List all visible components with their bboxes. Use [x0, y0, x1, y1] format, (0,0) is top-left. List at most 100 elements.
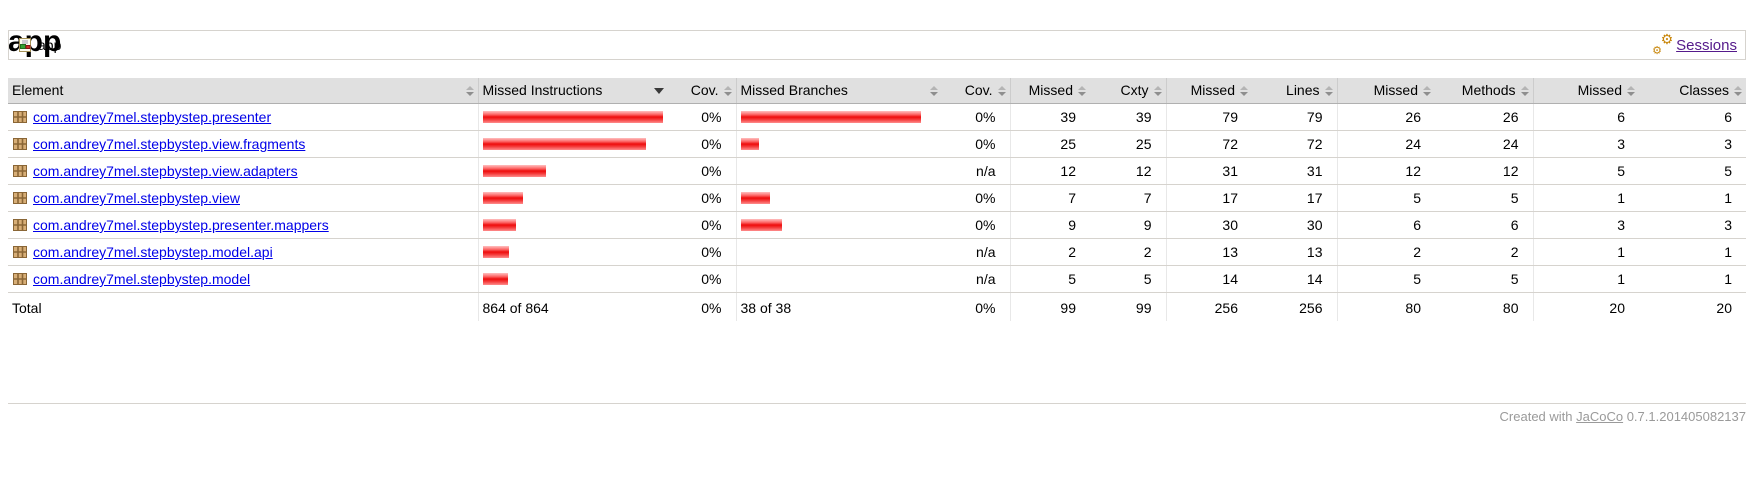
header-row: Element Missed Instructions Cov. Missed …: [8, 78, 1746, 104]
col-missed-cxty[interactable]: Missed: [1009, 78, 1090, 104]
missed-instructions-bar-cell: [477, 238, 668, 266]
missed-methods-cell: 26: [1336, 103, 1435, 131]
package-link[interactable]: com.andrey7mel.stepbystep.view.adapters: [33, 163, 298, 179]
lines-cell: 30: [1252, 211, 1337, 239]
package-icon: [12, 244, 28, 260]
lines-cell: 14: [1252, 265, 1337, 293]
missed-cxty-cell: 7: [1009, 184, 1090, 212]
missed-classes-cell: 1: [1532, 184, 1639, 212]
package-icon: [12, 190, 28, 206]
footer-version: 0.7.1.201405082137: [1623, 409, 1746, 424]
col-classes[interactable]: Classes: [1639, 78, 1746, 104]
col-methods[interactable]: Methods: [1435, 78, 1533, 104]
missed-instructions-bar: [482, 138, 646, 150]
methods-cell: 2: [1435, 238, 1533, 266]
package-cell: com.andrey7mel.stepbystep.model.api: [8, 238, 478, 266]
missed-branches-bar-cell: [735, 238, 942, 266]
missed-lines-cell: 14: [1165, 265, 1252, 293]
col-cxty[interactable]: Cxty: [1090, 78, 1166, 104]
methods-cell: 26: [1435, 103, 1533, 131]
col-missed-classes[interactable]: Missed: [1532, 78, 1639, 104]
missed-instructions-bar: [482, 111, 663, 123]
missed-branches-bar-cell: [735, 157, 942, 185]
missed-cxty-cell: 2: [1009, 238, 1090, 266]
classes-cell: 6: [1639, 103, 1746, 131]
sort-icon: [1324, 85, 1333, 96]
methods-cell: 5: [1435, 265, 1533, 293]
missed-cxty-cell: 25: [1009, 130, 1090, 158]
package-icon: [12, 163, 28, 179]
package-link[interactable]: com.andrey7mel.stepbystep.view: [33, 190, 240, 206]
total-instruction-coverage-cell: 0%: [701, 300, 722, 316]
missed-instructions-bar: [482, 273, 508, 285]
cxty-cell: 39: [1090, 103, 1166, 131]
branch-coverage-cell: 0%: [942, 130, 1010, 158]
branch-coverage-cell: n/a: [942, 265, 1010, 293]
col-branch-coverage[interactable]: Cov.: [942, 78, 1010, 104]
missed-lines-cell: 31: [1165, 157, 1252, 185]
col-missed-methods[interactable]: Missed: [1336, 78, 1435, 104]
total-instructions-cell: 864 of 864: [477, 292, 668, 321]
missed-classes-cell: 3: [1532, 211, 1639, 239]
total-branches-cell: 38 of 38: [735, 292, 942, 321]
package-cell: com.andrey7mel.stepbystep.presenter.mapp…: [8, 211, 478, 239]
sort-icon: [1153, 85, 1162, 96]
report-icon: [17, 37, 33, 53]
package-icon: [12, 136, 28, 152]
sort-icon: [465, 85, 474, 96]
classes-cell: 1: [1639, 238, 1746, 266]
classes-cell: 1: [1639, 265, 1746, 293]
col-element[interactable]: Element: [8, 78, 478, 104]
col-missed-lines[interactable]: Missed: [1165, 78, 1252, 104]
package-link[interactable]: com.andrey7mel.stepbystep.model.api: [33, 244, 273, 260]
sort-icon: [1734, 85, 1742, 96]
missed-branches-bar: [740, 138, 759, 150]
total-lines-cell: 256: [1299, 300, 1323, 316]
methods-cell: 5: [1435, 184, 1533, 212]
package-icon: [12, 217, 28, 233]
total-missed-classes-cell: 20: [1532, 292, 1639, 321]
cxty-cell: 25: [1090, 130, 1166, 158]
missed-branches-bar-cell: [735, 103, 942, 131]
lines-cell: 13: [1252, 238, 1337, 266]
cxty-cell: 7: [1090, 184, 1166, 212]
branch-coverage-cell: 0%: [942, 211, 1010, 239]
jacoco-link[interactable]: JaCoCo: [1576, 409, 1624, 424]
table-row: com.andrey7mel.stepbystep.presenter 0% 0…: [8, 103, 1746, 131]
col-instruction-coverage[interactable]: Cov.: [668, 78, 736, 104]
col-missed-branches[interactable]: Missed Branches: [735, 78, 942, 104]
missed-branches-bar-cell: [735, 184, 942, 212]
sessions-gears-icon: ⚙ ⚙: [1652, 32, 1674, 57]
missed-branches-bar-cell: [735, 265, 942, 293]
missed-instructions-bar-cell: [477, 184, 668, 212]
missed-cxty-cell: 5: [1009, 265, 1090, 293]
package-link[interactable]: com.andrey7mel.stepbystep.model: [33, 271, 251, 287]
missed-lines-cell: 79: [1165, 103, 1252, 131]
missed-instructions-bar-cell: [477, 265, 668, 293]
branch-coverage-cell: 0%: [942, 184, 1010, 212]
missed-lines-cell: 72: [1165, 130, 1252, 158]
col-lines[interactable]: Lines: [1252, 78, 1337, 104]
missed-classes-cell: 6: [1532, 103, 1639, 131]
lines-cell: 79: [1252, 103, 1337, 131]
package-link[interactable]: com.andrey7mel.stepbystep.presenter.mapp…: [33, 217, 329, 233]
missed-instructions-bar: [482, 246, 509, 258]
missed-instructions-bar-cell: [477, 157, 668, 185]
package-cell: com.andrey7mel.stepbystep.view: [8, 184, 478, 212]
lines-cell: 72: [1252, 130, 1337, 158]
methods-cell: 24: [1435, 130, 1533, 158]
missed-classes-cell: 5: [1532, 157, 1639, 185]
col-missed-instructions[interactable]: Missed Instructions: [477, 78, 668, 104]
sort-icon: [1520, 85, 1529, 96]
missed-branches-bar-cell: [735, 211, 942, 239]
package-link[interactable]: com.andrey7mel.stepbystep.presenter: [33, 109, 272, 125]
missed-methods-cell: 24: [1336, 130, 1435, 158]
cxty-cell: 12: [1090, 157, 1166, 185]
missed-methods-cell: 12: [1336, 157, 1435, 185]
total-branch-coverage-cell: 0%: [975, 300, 996, 316]
package-link[interactable]: com.andrey7mel.stepbystep.view.fragments: [33, 136, 306, 152]
total-methods-cell: 80: [1502, 300, 1519, 316]
missed-lines-cell: 13: [1165, 238, 1252, 266]
missed-lines-cell: 30: [1165, 211, 1252, 239]
sessions-link[interactable]: Sessions: [1676, 36, 1737, 54]
